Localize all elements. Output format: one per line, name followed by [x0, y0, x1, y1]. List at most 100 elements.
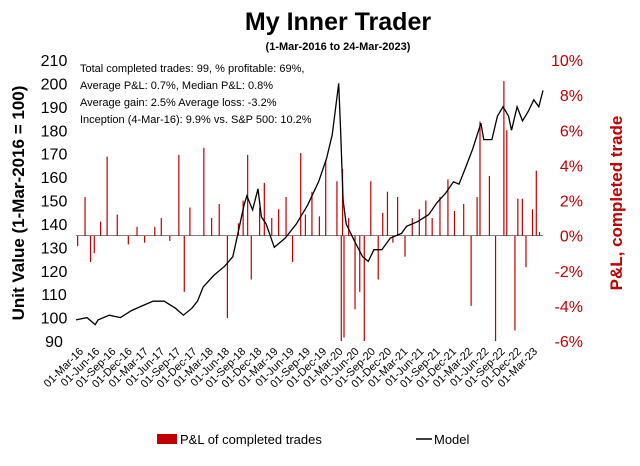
pnl-bar [418, 209, 420, 236]
left-tick-label: 150 [41, 194, 68, 211]
pnl-bar [476, 196, 478, 236]
annotation-line: Average gain: 2.5% Average loss: -3.2% [80, 97, 277, 109]
pnl-bar [392, 235, 394, 243]
annotation-line: Total completed trades: 99, % profitable… [80, 63, 304, 75]
right-tick-label: 2% [560, 194, 583, 211]
pnl-bar [453, 211, 456, 236]
right-tick-label: -4% [555, 299, 583, 316]
pnl-bar [285, 196, 287, 236]
pnl-bar [359, 235, 361, 292]
pnl-bar [382, 212, 384, 236]
chart-title: My Inner Trader [245, 8, 431, 36]
left-tick-label: 140 [41, 217, 68, 234]
pnl-bar [144, 235, 146, 243]
pnl-bar [488, 175, 491, 236]
pnl-bar [363, 235, 365, 341]
annotation-line: Inception (4-Mar-16): 9.9% vs. S&P 500: … [80, 114, 312, 126]
right-axis-ticks: -6% -4% -2% 0% 2% 4% 6% 8% 10% [551, 53, 583, 351]
pnl-bar [494, 235, 497, 341]
pnl-bar [211, 218, 213, 236]
legend-swatch-pnl [157, 434, 177, 444]
pnl-bar [411, 218, 413, 236]
legend-label-pnl: P&L of completed trades [180, 432, 322, 447]
pnl-bar [263, 182, 265, 236]
pnl-bar [291, 235, 294, 262]
annotation-line: Average P&L: 0.7%, Median P&L: 0.8% [80, 80, 273, 92]
pnl-bar [136, 226, 138, 236]
pnl-bar [447, 179, 449, 236]
pnl-bar [439, 196, 441, 236]
right-tick-label: 0% [560, 229, 583, 246]
pnl-bar [354, 235, 356, 310]
pnl-bar [169, 235, 171, 241]
right-tick-label: -6% [555, 334, 583, 351]
pnl-bar [514, 235, 516, 331]
left-tick-label: 90 [45, 334, 63, 351]
left-tick-label: 100 [41, 311, 68, 328]
pnl-bar [89, 235, 92, 262]
pnl-bar [538, 232, 541, 236]
pnl-bar [325, 160, 327, 236]
right-tick-label: 10% [551, 53, 583, 70]
legend-label-model: Model [434, 432, 470, 447]
pnl-bar [259, 207, 261, 236]
pnl-bar [341, 168, 344, 236]
pnl-bar [116, 214, 118, 236]
pnl-bar [106, 156, 108, 236]
pnl-bar [348, 218, 350, 236]
left-tick-label: 110 [41, 287, 67, 304]
pnl-bar [218, 204, 220, 236]
pnl-bar [84, 196, 86, 236]
pnl-bar [525, 235, 527, 268]
pnl-bar [340, 235, 342, 341]
pnl-bar [503, 81, 505, 236]
pnl-bar [93, 235, 95, 254]
pnl-bar [226, 235, 228, 319]
pnl-bar [203, 147, 205, 236]
pnl-bar [531, 209, 534, 236]
left-axis-ticks: 90 100 110 120 130 140 150 160 170 180 190 200 210 [41, 53, 68, 351]
right-tick-label: -2% [555, 264, 583, 281]
pnl-bar [271, 218, 273, 236]
left-tick-label: 190 [41, 100, 68, 117]
pnl-bar [425, 200, 427, 236]
model-line [75, 83, 544, 326]
pnl-bar [336, 181, 338, 236]
pnl-bar [370, 181, 372, 236]
right-tick-label: 6% [560, 123, 583, 140]
pnl-bar [127, 235, 129, 245]
left-axis-label: Unit Value (1-Mar-2016 = 100) [9, 86, 28, 321]
left-tick-label: 170 [41, 147, 68, 164]
pnl-bar [100, 221, 102, 236]
left-tick-label: 180 [41, 123, 68, 140]
pnl-bar [343, 235, 345, 338]
pnl-bar [300, 153, 302, 236]
pnl-bar [311, 191, 313, 236]
right-tick-label: 4% [560, 158, 583, 175]
left-tick-label: 200 [41, 76, 68, 93]
left-tick-label: 160 [41, 170, 68, 187]
pnl-bar [250, 235, 252, 280]
pnl-bar [160, 218, 162, 236]
pnl-bar [535, 170, 537, 236]
pnl-bar [517, 198, 519, 236]
chart-subtitle: (1-Mar-2016 to 24-Mar-2023) [266, 41, 411, 53]
left-tick-label: 130 [41, 240, 68, 257]
left-tick-label: 120 [41, 264, 68, 281]
pnl-bar [154, 226, 156, 236]
pnl-bar [386, 191, 389, 236]
pnl-bar [178, 154, 180, 236]
annotation-block: Total completed trades: 99, % profitable… [80, 63, 312, 126]
left-tick-label: 210 [41, 53, 68, 70]
pnl-bar [470, 235, 472, 306]
right-tick-label: 8% [560, 88, 583, 105]
legend: P&L of completed trades Model [157, 432, 470, 447]
pnl-bar [189, 207, 191, 236]
pnl-bar [404, 235, 406, 257]
pnl-bar [506, 130, 508, 236]
pnl-bar [318, 216, 320, 236]
pnl-bar [304, 214, 307, 236]
pnl-bar [479, 121, 481, 236]
x-axis-ticks: 01-Mar-1601-Jun-1601-Sep-1601-Dec-1601-M… [42, 346, 540, 391]
